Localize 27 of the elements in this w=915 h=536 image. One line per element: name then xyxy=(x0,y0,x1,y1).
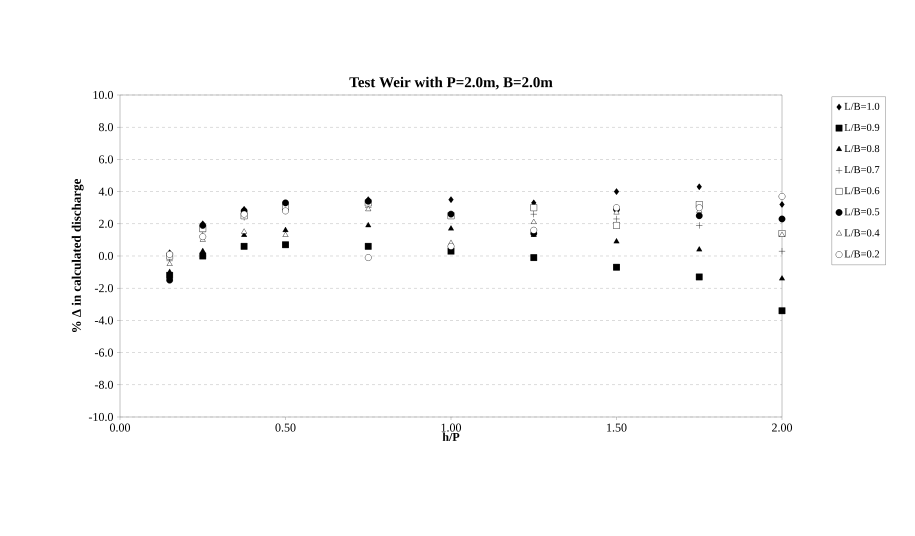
legend-label: L/B=0.2 xyxy=(844,250,880,258)
y-tick-label: 10.0 xyxy=(94,90,114,100)
x-tick-label: 0.00 xyxy=(110,424,130,432)
y-tick-label: -2.0 xyxy=(94,284,114,292)
legend-label: L/B=0.6 xyxy=(844,187,880,194)
y-axis-title: % Δ in calculated discharge xyxy=(72,178,84,332)
legend-label: L/B=0.5 xyxy=(844,208,880,216)
y-tick-label: 0.0 xyxy=(98,252,114,260)
y-tick-label: -6.0 xyxy=(94,348,114,357)
x-tick-label: 0.50 xyxy=(275,424,296,432)
x-tick-label: 2.00 xyxy=(772,424,792,432)
y-tick-label: -4.0 xyxy=(94,316,114,324)
legend-label: L/B=0.7 xyxy=(844,166,880,174)
legend-label: L/B=1.0 xyxy=(844,102,880,110)
x-tick-label: 1.50 xyxy=(607,424,627,432)
legend-label: L/B=0.8 xyxy=(844,144,880,152)
y-tick-label: 2.0 xyxy=(99,220,114,228)
legend-label: L/B=0.4 xyxy=(844,229,880,236)
y-tick-label: -10.0 xyxy=(88,412,114,422)
y-tick-label: 8.0 xyxy=(98,123,114,132)
y-tick-label: -8.0 xyxy=(94,380,114,389)
legend-label: L/B=0.9 xyxy=(844,124,880,132)
x-tick-label: 1.00 xyxy=(442,424,462,432)
y-tick-label: 6.0 xyxy=(98,155,114,164)
chart-title: Test Weir with P=2.0m, B=2.0m xyxy=(349,76,553,90)
y-tick-label: 4.0 xyxy=(98,188,114,196)
x-axis-title: h/P xyxy=(442,432,460,441)
